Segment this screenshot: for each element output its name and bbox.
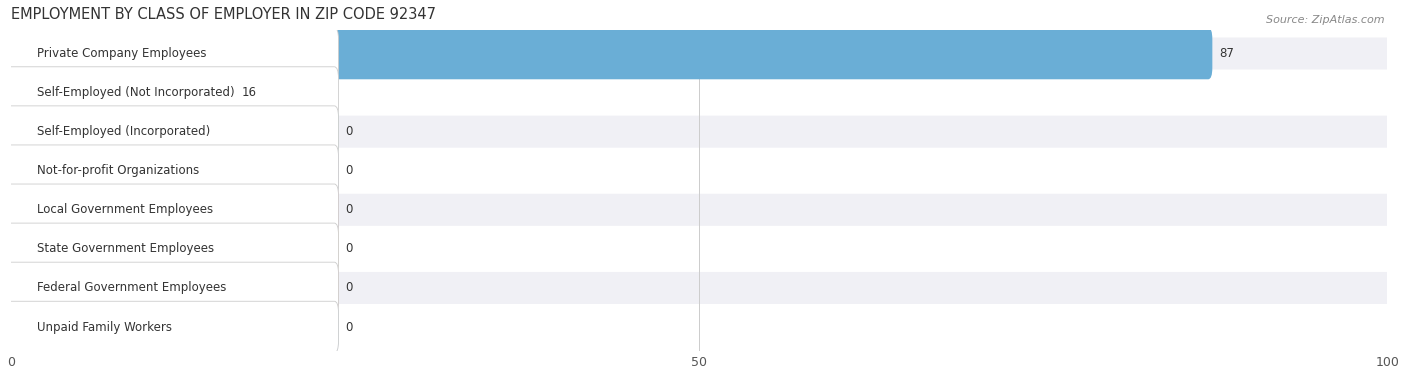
FancyBboxPatch shape — [7, 184, 339, 236]
Text: 0: 0 — [346, 321, 353, 334]
Text: Unpaid Family Workers: Unpaid Family Workers — [37, 321, 172, 334]
FancyBboxPatch shape — [7, 28, 1212, 79]
FancyBboxPatch shape — [7, 301, 339, 353]
Text: Private Company Employees: Private Company Employees — [37, 47, 207, 60]
Text: 0: 0 — [346, 203, 353, 216]
Text: Federal Government Employees: Federal Government Employees — [37, 282, 226, 294]
Text: Source: ZipAtlas.com: Source: ZipAtlas.com — [1267, 15, 1385, 25]
FancyBboxPatch shape — [11, 77, 1388, 109]
FancyBboxPatch shape — [7, 28, 339, 79]
FancyBboxPatch shape — [7, 262, 339, 314]
FancyBboxPatch shape — [7, 184, 339, 236]
FancyBboxPatch shape — [7, 67, 235, 118]
FancyBboxPatch shape — [7, 262, 339, 314]
FancyBboxPatch shape — [7, 106, 339, 158]
Text: 0: 0 — [346, 282, 353, 294]
FancyBboxPatch shape — [11, 233, 1388, 265]
Text: 0: 0 — [346, 125, 353, 138]
FancyBboxPatch shape — [7, 223, 339, 275]
FancyBboxPatch shape — [7, 223, 339, 275]
Text: 16: 16 — [242, 86, 257, 99]
Text: EMPLOYMENT BY CLASS OF EMPLOYER IN ZIP CODE 92347: EMPLOYMENT BY CLASS OF EMPLOYER IN ZIP C… — [11, 7, 436, 22]
FancyBboxPatch shape — [11, 272, 1388, 304]
FancyBboxPatch shape — [7, 301, 339, 353]
FancyBboxPatch shape — [11, 311, 1388, 343]
Text: Not-for-profit Organizations: Not-for-profit Organizations — [37, 164, 200, 177]
Text: 0: 0 — [346, 164, 353, 177]
FancyBboxPatch shape — [7, 106, 339, 158]
Text: Local Government Employees: Local Government Employees — [37, 203, 212, 216]
FancyBboxPatch shape — [11, 38, 1388, 70]
FancyBboxPatch shape — [7, 145, 339, 197]
FancyBboxPatch shape — [11, 116, 1388, 148]
Text: State Government Employees: State Government Employees — [37, 243, 214, 255]
Text: 0: 0 — [346, 243, 353, 255]
Text: 87: 87 — [1219, 47, 1234, 60]
Text: Self-Employed (Incorporated): Self-Employed (Incorporated) — [37, 125, 209, 138]
FancyBboxPatch shape — [7, 67, 339, 118]
FancyBboxPatch shape — [7, 145, 339, 197]
FancyBboxPatch shape — [11, 155, 1388, 187]
FancyBboxPatch shape — [11, 194, 1388, 226]
Text: Self-Employed (Not Incorporated): Self-Employed (Not Incorporated) — [37, 86, 235, 99]
